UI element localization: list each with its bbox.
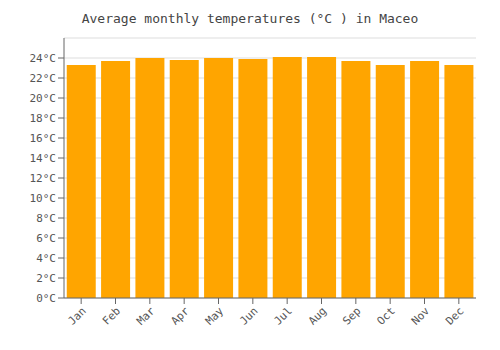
svg-text:12°C: 12°C xyxy=(30,172,57,185)
svg-text:18°C: 18°C xyxy=(30,112,57,125)
svg-text:Nov: Nov xyxy=(409,304,433,328)
svg-text:24°C: 24°C xyxy=(30,52,57,65)
svg-text:Oct: Oct xyxy=(375,304,398,327)
svg-text:20°C: 20°C xyxy=(30,92,57,105)
svg-text:6°C: 6°C xyxy=(36,232,56,245)
svg-text:Aug: Aug xyxy=(306,304,329,327)
svg-text:2°C: 2°C xyxy=(36,272,56,285)
svg-text:4°C: 4°C xyxy=(36,252,56,265)
svg-text:8°C: 8°C xyxy=(36,212,56,225)
svg-text:Mar: Mar xyxy=(134,304,158,328)
svg-text:0°C: 0°C xyxy=(36,292,56,305)
svg-text:16°C: 16°C xyxy=(30,132,57,145)
svg-text:Dec: Dec xyxy=(443,304,466,327)
svg-text:Apr: Apr xyxy=(169,304,193,328)
svg-text:Sep: Sep xyxy=(340,304,363,327)
svg-text:Feb: Feb xyxy=(100,304,123,327)
svg-text:14°C: 14°C xyxy=(30,152,57,165)
svg-text:10°C: 10°C xyxy=(30,192,57,205)
svg-text:22°C: 22°C xyxy=(30,72,57,85)
svg-text:Jul: Jul xyxy=(272,304,295,327)
html-text:Average monthly temperatures (: Average monthly temperatures (°C ) in Ma… xyxy=(81,11,419,26)
svg-text:Jun: Jun xyxy=(237,304,260,327)
svg-text:Jan: Jan xyxy=(66,304,89,327)
svg-text:May: May xyxy=(203,304,227,328)
